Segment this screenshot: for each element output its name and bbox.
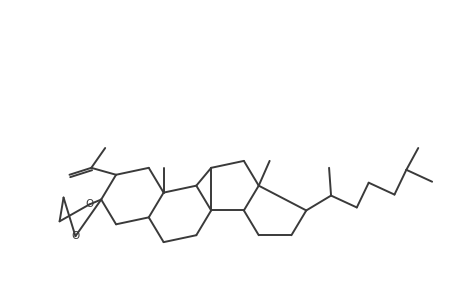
Text: O: O <box>71 231 79 241</box>
Text: O: O <box>85 200 93 209</box>
